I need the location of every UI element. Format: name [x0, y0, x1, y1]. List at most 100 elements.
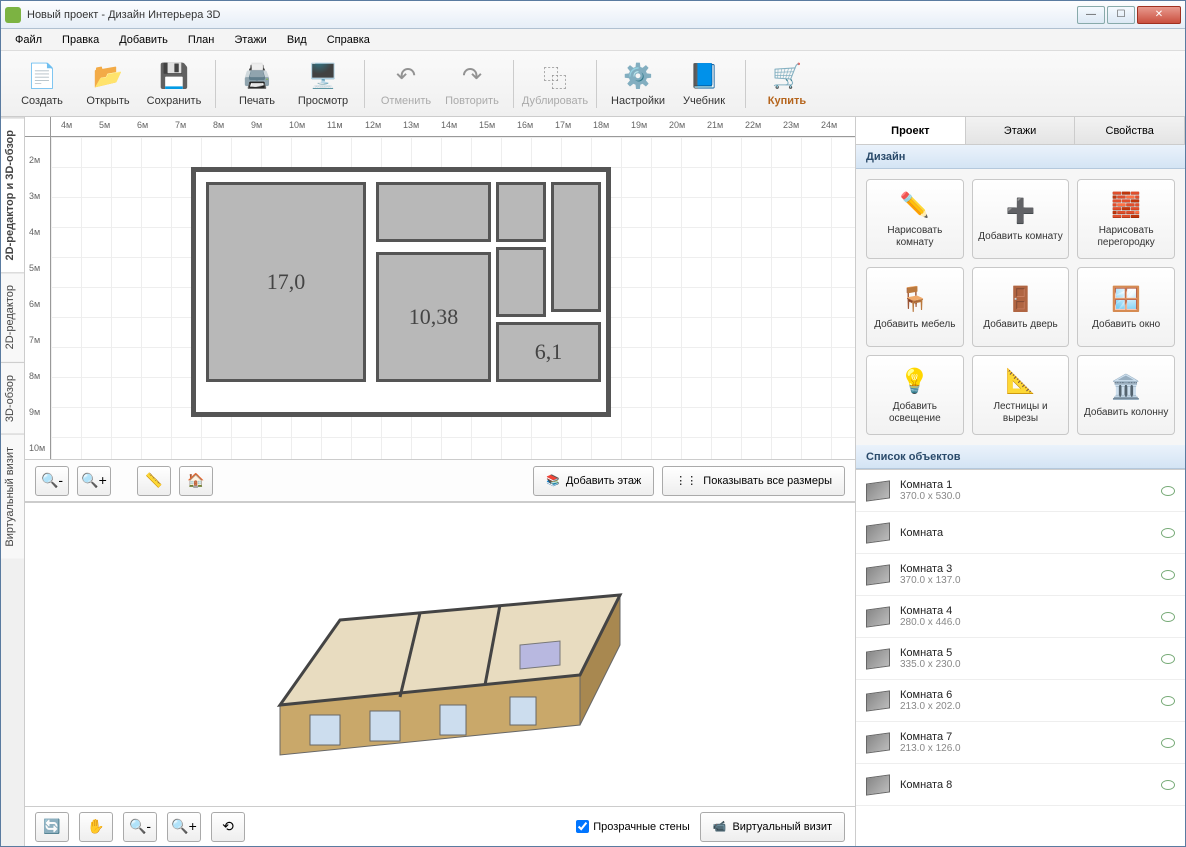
room[interactable]: 17,0 [206, 182, 366, 382]
tool-icon: 🏛️ [1110, 371, 1142, 403]
room[interactable]: 10,38 [376, 252, 491, 382]
objects-section-header: Список объектов [856, 445, 1185, 469]
menu-Файл[interactable]: Файл [7, 32, 50, 48]
vertical-ruler: 2м3м4м5м6м7м8м9м10м [25, 137, 51, 459]
pan-button[interactable]: ✋ [79, 812, 113, 842]
tool-Добавить колонну[interactable]: 🏛️Добавить колонну [1077, 355, 1175, 435]
object-item[interactable]: Комната 8 [856, 764, 1185, 806]
left-tabs: 2D-редактор и 3D-обзор2D-редактор3D-обзо… [1, 117, 25, 846]
visibility-icon[interactable] [1161, 780, 1175, 790]
menu-План[interactable]: План [180, 32, 223, 48]
room[interactable] [496, 247, 546, 317]
toolbar-Настройки[interactable]: ⚙️Настройки [607, 55, 669, 113]
menu-Вид[interactable]: Вид [279, 32, 315, 48]
toolbar-Купить[interactable]: 🛒Купить [756, 55, 818, 113]
left-tab-1[interactable]: 2D-редактор [1, 272, 24, 361]
Сохранить-icon: 💾 [158, 61, 190, 93]
room-icon [866, 774, 890, 795]
window-title: Новый проект - Дизайн Интерьера 3D [27, 9, 1077, 21]
transparent-walls-checkbox[interactable]: Прозрачные стены [576, 820, 689, 833]
room-icon [866, 732, 890, 753]
titlebar: Новый проект - Дизайн Интерьера 3D — ☐ ✕ [1, 1, 1185, 29]
floorplan[interactable]: 17,010,386,1 [191, 167, 611, 417]
reset-view-button[interactable]: ⟲ [211, 812, 245, 842]
menu-Правка[interactable]: Правка [54, 32, 107, 48]
add-floor-button[interactable]: 📚Добавить этаж [533, 466, 654, 496]
tool-Добавить окно[interactable]: 🪟Добавить окно [1077, 267, 1175, 347]
visibility-icon[interactable] [1161, 486, 1175, 496]
visibility-icon[interactable] [1161, 696, 1175, 706]
Открыть-icon: 📂 [92, 61, 124, 93]
right-tab-Свойства[interactable]: Свойства [1075, 117, 1185, 144]
tool-icon: 💡 [899, 365, 931, 397]
main-toolbar: 📄Создать📂Открыть💾Сохранить 🖨️Печать🖥️Прос… [1, 51, 1185, 117]
minimize-button[interactable]: — [1077, 6, 1105, 24]
tool-icon: 📐 [1004, 365, 1036, 397]
left-tab-0[interactable]: 2D-редактор и 3D-обзор [1, 117, 24, 272]
home-button[interactable]: 🏠 [179, 466, 213, 496]
room[interactable] [551, 182, 601, 312]
room-icon [866, 606, 890, 627]
visibility-icon[interactable] [1161, 528, 1175, 538]
object-item[interactable]: Комната 6213.0 x 202.0 [856, 680, 1185, 722]
object-item[interactable]: Комната 3370.0 x 137.0 [856, 554, 1185, 596]
object-item[interactable]: Комната 1370.0 x 530.0 [856, 470, 1185, 512]
app-window: Новый проект - Дизайн Интерьера 3D — ☐ ✕… [0, 0, 1186, 847]
zoom-in-button[interactable]: 🔍+ [77, 466, 111, 496]
visibility-icon[interactable] [1161, 738, 1175, 748]
right-tab-Проект[interactable]: Проект [856, 117, 966, 144]
tool-Нарисовать перегородку[interactable]: 🧱Нарисовать перегородку [1077, 179, 1175, 259]
menu-Добавить[interactable]: Добавить [111, 32, 176, 48]
close-button[interactable]: ✕ [1137, 6, 1181, 24]
left-tab-2[interactable]: 3D-обзор [1, 362, 24, 434]
toolbar-Просмотр[interactable]: 🖥️Просмотр [292, 55, 354, 113]
zoom-in-3d-button[interactable]: 🔍+ [167, 812, 201, 842]
toolbar-Сохранить[interactable]: 💾Сохранить [143, 55, 205, 113]
Печать-icon: 🖨️ [241, 61, 273, 93]
rotate-360-button[interactable]: 🔄 [35, 812, 69, 842]
toolbar-Открыть[interactable]: 📂Открыть [77, 55, 139, 113]
right-panel: ПроектЭтажиСвойства Дизайн ✏️Нарисовать … [855, 117, 1185, 846]
tool-Добавить мебель[interactable]: 🪑Добавить мебель [866, 267, 964, 347]
toolbar-Учебник[interactable]: 📘Учебник [673, 55, 735, 113]
tool-Добавить освещение[interactable]: 💡Добавить освещение [866, 355, 964, 435]
tool-icon: ➕ [1004, 195, 1036, 227]
3d-model [220, 525, 660, 785]
object-item[interactable]: Комната 5335.0 x 230.0 [856, 638, 1185, 680]
menu-Справка[interactable]: Справка [319, 32, 378, 48]
2d-canvas[interactable]: 17,010,386,1 [51, 137, 855, 459]
visibility-icon[interactable] [1161, 654, 1175, 664]
design-section-header: Дизайн [856, 145, 1185, 169]
virtual-visit-button[interactable]: 📹Виртуальный визит [700, 812, 845, 842]
right-tab-Этажи[interactable]: Этажи [966, 117, 1076, 144]
tool-Добавить комнату[interactable]: ➕Добавить комнату [972, 179, 1070, 259]
maximize-button[interactable]: ☐ [1107, 6, 1135, 24]
room-icon [866, 522, 890, 543]
show-dimensions-button[interactable]: ⋮⋮Показывать все размеры [662, 466, 845, 496]
visibility-icon[interactable] [1161, 612, 1175, 622]
toolbar-Печать[interactable]: 🖨️Печать [226, 55, 288, 113]
menu-Этажи[interactable]: Этажи [226, 32, 274, 48]
measure-button[interactable]: 📏 [137, 466, 171, 496]
menubar: ФайлПравкаДобавитьПланЭтажи ВидСправка [1, 29, 1185, 51]
room-icon [866, 690, 890, 711]
tool-Лестницы и вырезы[interactable]: 📐Лестницы и вырезы [972, 355, 1070, 435]
left-tab-3[interactable]: Виртуальный визит [1, 434, 24, 559]
zoom-out-3d-button[interactable]: 🔍- [123, 812, 157, 842]
2d-toolbar: 🔍- 🔍+ 📏 🏠 📚Добавить этаж ⋮⋮Показывать вс… [25, 459, 855, 501]
tool-Добавить дверь[interactable]: 🚪Добавить дверь [972, 267, 1070, 347]
room[interactable]: 6,1 [496, 322, 601, 382]
room[interactable] [496, 182, 546, 242]
room[interactable] [376, 182, 491, 242]
toolbar-Дублировать: ⿻Дублировать [524, 55, 586, 113]
toolbar-Создать[interactable]: 📄Создать [11, 55, 73, 113]
object-item[interactable]: Комната 7213.0 x 126.0 [856, 722, 1185, 764]
object-item[interactable]: Комната 4280.0 x 446.0 [856, 596, 1185, 638]
object-item[interactable]: Комната [856, 512, 1185, 554]
horizontal-ruler: 4м5м6м7м8м9м10м11м12м13м14м15м16м17м18м1… [51, 117, 855, 137]
tool-Нарисовать комнату[interactable]: ✏️Нарисовать комнату [866, 179, 964, 259]
zoom-out-button[interactable]: 🔍- [35, 466, 69, 496]
room-icon [866, 648, 890, 669]
visibility-icon[interactable] [1161, 570, 1175, 580]
3d-scene[interactable] [25, 503, 855, 806]
